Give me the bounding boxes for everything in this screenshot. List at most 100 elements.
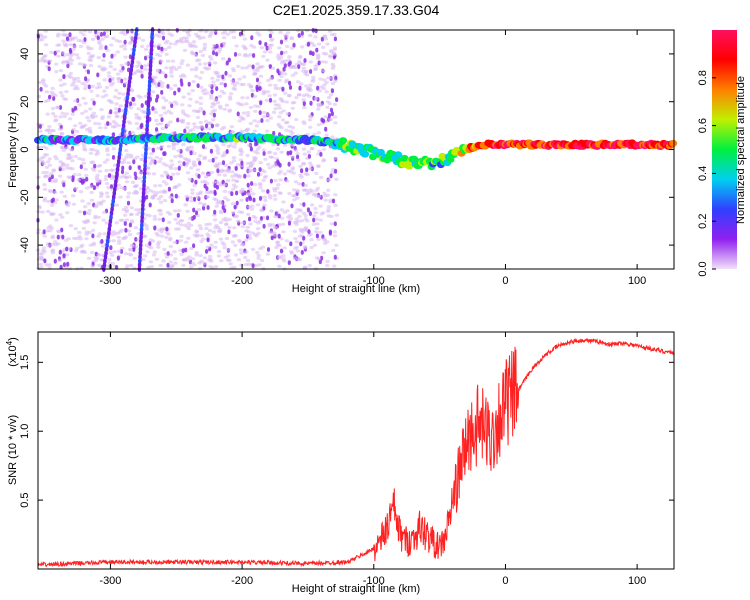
spectrogram-noise-point [272,194,277,198]
spectrogram-noise-point [273,233,278,237]
spectrogram-noise-point [251,192,256,196]
spectrogram-noise-point [296,154,300,160]
spectrogram-noise-point [218,220,224,225]
spectrogram-noise-point [217,173,222,177]
spectrogram-noise-point [158,194,164,199]
spectrogram-noise-point [263,157,268,161]
spectrogram-noise-point [114,39,120,43]
spectrogram-noise-point [217,94,223,98]
spectrogram-noise-point [333,121,338,125]
spectrogram-noise-point [225,254,231,258]
spectrogram-noise-point [155,97,159,103]
spectrogram-noise-point [72,76,77,81]
spectrogram-noise-point [313,206,318,211]
spectrogram-noise-point [266,162,271,166]
spectrogram-noise-point [314,171,319,175]
spectrogram-noise-point [228,262,233,266]
snr-y-ticks: 0.51.01.5 [19,355,674,508]
spectrogram-noise-point [325,42,330,46]
spectrogram-noise-point [140,103,144,108]
carrier-point [394,151,403,159]
snr-plot-area [38,332,674,569]
colorbar-tick-label: 0.4 [697,166,709,181]
spectrogram-noise-point [157,82,161,87]
spectrogram-noise-point [267,43,273,48]
spectrogram-noise-point [57,122,62,126]
spectrogram-noise-point [262,203,267,207]
spectrogram-noise-point [317,60,321,66]
carrier-point [339,137,347,145]
spectrogram-noise-point [306,87,311,91]
spectrogram-noise-point [144,185,150,189]
spectrogram-noise-point [193,53,199,58]
spectrogram-noise-point [285,31,291,35]
spectrogram-noise-point [193,32,199,36]
spectrogram-noise-point [87,208,92,213]
spectrogram-noise-point [54,198,59,202]
spectrogram-noise-point [65,166,70,170]
spectrogram-x-tick-label: 0 [502,275,508,287]
spectrogram-noise-point [189,68,195,72]
spectrogram-noise-point [213,61,218,65]
spectrogram-noise-point [209,170,214,175]
spectrogram-noise-point [247,234,252,238]
spectrogram-noise-point [252,129,257,133]
spectrogram-noise-point [333,254,337,260]
spectrogram-noise-point [227,229,231,235]
spectrogram-noise-point [172,250,177,254]
spectrogram-noise-point [190,128,195,132]
spectrogram-noise-point [214,204,219,208]
spectrogram-noise-point [202,155,208,159]
spectrogram-noise-point [268,155,273,159]
spectrogram-noise-point [262,223,266,229]
spectrogram-noise-point [235,163,241,167]
spectrogram-noise-point [50,249,55,253]
spectrogram-noise-point [247,64,252,68]
spectrogram-noise-point [186,33,192,37]
spectrogram-noise-point [315,47,319,53]
spectrogram-noise-point [45,112,50,116]
spectrogram-noise-point [93,163,97,169]
spectrogram-noise-point [319,85,324,89]
spectrogram-noise-point [192,164,198,168]
spectrogram-noise-point [256,172,261,177]
spectrogram-noise-point [294,240,300,244]
spectrogram-noise-point [103,177,108,182]
spectrogram-noise-point [57,174,63,178]
spectrogram-noise-point [266,78,271,83]
spectrogram-noise-point [170,59,176,63]
spectrogram-noise-point [132,247,136,252]
spectrogram-noise-point [46,199,51,203]
spectrogram-noise-point [121,160,127,164]
spectrogram-noise-point [72,44,78,49]
spectrogram-noise-point [90,84,95,88]
spectrogram-noise-point [236,111,240,117]
spectrogram-noise-point [257,145,262,149]
spectrogram-noise-point [281,86,285,92]
snr-x-tick-label: -100 [363,575,385,587]
spectrogram-noise-point [129,263,134,268]
snr-scale-exponent: 4 [5,340,14,345]
spectrogram-noise-point [77,230,82,235]
spectrogram-noise-point [58,91,64,95]
spectrogram-noise-point [85,45,91,49]
spectrogram-noise-point [43,258,47,264]
spectrogram-noise-point [314,194,319,198]
spectrogram-noise-point [293,211,299,215]
spectrogram-y-tick-label: 20 [19,96,31,108]
spectrogram-noise-point [182,223,188,227]
spectrogram-noise-point [222,36,227,40]
spectrogram-noise-point [178,154,183,158]
spectrogram-noise-point [102,210,107,214]
spectrogram-noise-point [152,250,157,254]
spectrogram-noise-point [132,256,137,260]
spectrogram-noise-point [323,115,328,119]
spectrogram-noise-point [318,77,323,81]
spectrogram-noise-point [173,185,178,190]
spectrogram-noise-point [104,85,110,90]
spectrogram-noise-point [304,219,310,223]
spectrogram-noise-point [191,80,196,84]
spectrogram-noise-point [230,79,235,83]
spectrogram-noise-point [283,63,287,68]
